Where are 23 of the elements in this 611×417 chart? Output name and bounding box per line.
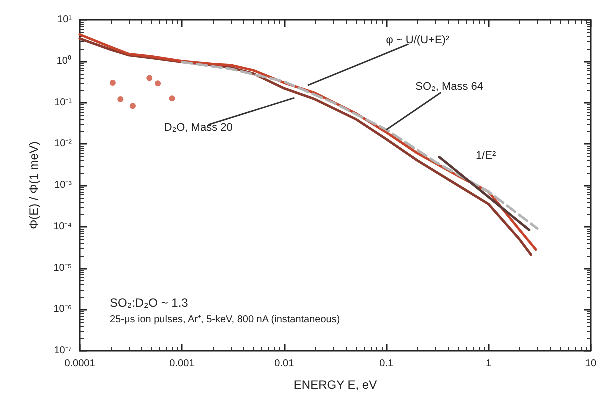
y-tick-label: 10⁻⁴ [54, 221, 72, 232]
x-tick-label: 0.0001 [64, 358, 96, 370]
annotation: D₂O, Mass 20 [164, 122, 233, 134]
y-axis-title: Φ(E) / Φ(1 meV) [27, 142, 41, 230]
annotation: 1/E² [476, 150, 496, 162]
y-tick-label: 10⁻¹ [54, 97, 73, 108]
y-tick-label: 10⁻³ [54, 180, 73, 191]
y-tick-label: 10¹ [58, 14, 73, 26]
x-tick-label: 0.001 [170, 358, 196, 370]
y-tick-label: 10⁻⁷ [54, 346, 72, 356]
x-tick-label: 1 [486, 358, 492, 370]
annotation: SO₂:D₂O ~ 1.3 [110, 296, 189, 310]
x-axis-title: ENERGY E, eV [294, 378, 378, 392]
x-tick-label: 0.01 [274, 358, 295, 370]
y-tick-label: 10⁻⁵ [54, 262, 72, 274]
annotation: 25-μs ion pulses, Ar⁺, 5-keV, 800 nA (instantaneous) [110, 314, 340, 326]
y-tick-label: 10⁻² [54, 138, 73, 150]
y-tick-label: 10⁻⁶ [54, 304, 72, 316]
annotation: φ ~ U/(U+E)² [386, 34, 450, 47]
y-tick-label: 10⁰ [56, 54, 72, 67]
x-tick-label: 10 [585, 358, 597, 370]
annotation: SO₂, Mass 64 [416, 80, 484, 93]
x-tick-label: 0.1 [380, 358, 394, 370]
